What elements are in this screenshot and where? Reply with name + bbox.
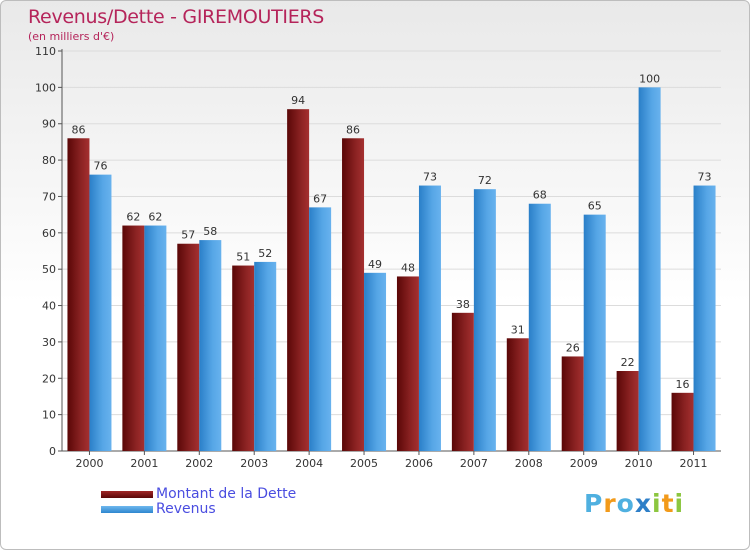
data-label-revenue: 100: [639, 72, 660, 85]
bar-revenue: [309, 207, 332, 451]
data-label-debt: 86: [71, 123, 85, 136]
proxiti-logo: Proxiti: [584, 489, 684, 518]
data-label-debt: 38: [456, 298, 470, 311]
data-label-debt: 26: [566, 341, 580, 354]
legend-swatch-revenue: [101, 506, 153, 513]
y-tick-label: 90: [42, 118, 56, 131]
logo-letter: t: [661, 489, 675, 518]
data-label-debt: 51: [236, 251, 250, 264]
bar-revenue: [638, 87, 661, 451]
data-label-debt: 62: [126, 211, 140, 224]
data-label-debt: 22: [621, 356, 635, 369]
x-tick-label: 2001: [130, 457, 158, 470]
data-label-revenue: 49: [368, 258, 382, 271]
x-tick-label: 2005: [350, 457, 378, 470]
x-tick-label: 2002: [185, 457, 213, 470]
bar-revenue: [528, 203, 551, 451]
y-tick-label: 100: [35, 81, 56, 94]
chart-subtitle: (en milliers d'€): [28, 30, 115, 43]
data-label-revenue: 76: [93, 160, 107, 173]
data-label-revenue: 72: [478, 174, 492, 187]
data-label-revenue: 58: [203, 225, 217, 238]
x-tick-label: 2000: [75, 457, 103, 470]
x-tick-label: 2008: [515, 457, 543, 470]
data-label-revenue: 73: [698, 171, 712, 184]
legend-label-revenue: Revenus: [156, 501, 216, 517]
y-tick-label: 70: [42, 190, 56, 203]
y-tick-label: 80: [42, 154, 56, 167]
logo-letter: i: [674, 489, 685, 518]
data-label-debt: 16: [676, 378, 690, 391]
bar-revenue: [418, 185, 441, 451]
legend-swatch-debt: [101, 491, 153, 498]
bar-debt: [177, 243, 200, 451]
x-tick-label: 2010: [625, 457, 653, 470]
bar-debt: [342, 138, 365, 452]
bar-debt: [122, 225, 145, 451]
bar-revenue: [693, 185, 716, 451]
chart-title: Revenus/Dette - GIREMOUTIERS: [28, 6, 325, 28]
y-tick-label: 40: [42, 300, 56, 313]
logo-letter: i: [652, 489, 662, 518]
bar-debt: [671, 392, 694, 451]
data-label-revenue: 62: [148, 211, 162, 224]
x-tick-label: 2011: [680, 457, 708, 470]
y-tick-label: 10: [42, 409, 56, 422]
bar-revenue: [473, 189, 496, 451]
bar-debt: [561, 356, 584, 451]
x-tick-label: 2003: [240, 457, 268, 470]
bar-debt: [506, 338, 529, 451]
data-label-revenue: 52: [258, 247, 272, 260]
x-tick-label: 2004: [295, 457, 323, 470]
data-label-revenue: 65: [588, 200, 602, 213]
data-label-debt: 86: [346, 123, 360, 136]
bar-debt: [232, 265, 255, 451]
logo-letter: x: [634, 489, 652, 518]
y-tick-label: 20: [42, 372, 56, 385]
y-tick-label: 0: [49, 445, 56, 458]
bar-revenue: [583, 214, 606, 451]
bar-debt: [616, 371, 639, 451]
x-tick-label: 2007: [460, 457, 488, 470]
logo-letter: P: [584, 489, 604, 518]
bar-revenue: [199, 240, 222, 451]
data-label-debt: 57: [181, 229, 195, 242]
bar-debt: [287, 109, 310, 451]
legend-label-debt: Montant de la Dette: [156, 486, 297, 502]
bar-revenue: [364, 272, 387, 451]
bar-revenue: [254, 261, 277, 451]
bar-revenue: [144, 225, 167, 451]
y-tick-label: 30: [42, 336, 56, 349]
bar-revenue: [89, 174, 112, 452]
y-tick-label: 60: [42, 227, 56, 240]
logo-letter: r: [603, 489, 617, 518]
y-tick-label: 50: [42, 263, 56, 276]
data-label-revenue: 73: [423, 171, 437, 184]
x-tick-label: 2006: [405, 457, 433, 470]
data-label-debt: 31: [511, 323, 525, 336]
y-tick-label: 110: [35, 45, 56, 58]
data-label-revenue: 68: [533, 189, 547, 202]
bar-debt: [451, 312, 474, 451]
data-label-debt: 48: [401, 261, 415, 274]
bar-debt: [67, 138, 90, 452]
bar-debt: [396, 276, 419, 451]
data-label-revenue: 67: [313, 192, 327, 205]
x-tick-label: 2009: [570, 457, 598, 470]
data-label-debt: 94: [291, 94, 305, 107]
logo-letter: o: [616, 489, 635, 518]
